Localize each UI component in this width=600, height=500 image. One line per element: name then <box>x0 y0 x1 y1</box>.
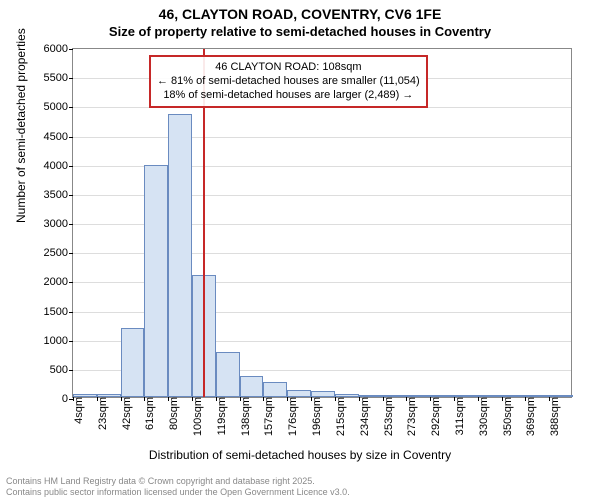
x-tick-label: 350sqm <box>502 397 514 436</box>
y-tick-label: 500 <box>50 364 68 376</box>
y-tick-mark <box>69 341 73 342</box>
footer-line1: Contains HM Land Registry data © Crown c… <box>6 476 350 487</box>
annotation-line1: 46 CLAYTON ROAD: 108sqm <box>157 61 420 75</box>
x-tick-label: 61sqm <box>144 397 156 430</box>
y-tick-label: 1000 <box>44 335 68 347</box>
histogram-bar <box>216 352 240 398</box>
histogram-bar <box>287 390 311 397</box>
y-tick-label: 3500 <box>44 189 68 201</box>
x-tick-label: 119sqm <box>216 397 228 435</box>
histogram-bar <box>144 165 168 397</box>
histogram-bar <box>263 382 287 397</box>
y-tick-mark <box>69 253 73 254</box>
y-tick-mark <box>69 49 73 50</box>
x-tick-label: 311sqm <box>454 397 466 435</box>
y-tick-label: 6000 <box>44 43 68 55</box>
x-tick-label: 292sqm <box>430 397 442 436</box>
y-tick-mark <box>69 195 73 196</box>
x-axis-label: Distribution of semi-detached houses by … <box>0 448 600 462</box>
chart-title-block: 46, CLAYTON ROAD, COVENTRY, CV6 1FE Size… <box>0 0 600 39</box>
x-tick-label: 330sqm <box>478 397 490 436</box>
y-tick-mark <box>69 166 73 167</box>
x-tick-label: 253sqm <box>383 397 395 436</box>
y-tick-mark <box>69 78 73 79</box>
plot-area: 0500100015002000250030003500400045005000… <box>72 48 572 398</box>
annotation-box: 46 CLAYTON ROAD: 108sqm← 81% of semi-det… <box>149 55 428 108</box>
y-tick-label: 5500 <box>44 72 68 84</box>
histogram-bar <box>240 376 264 397</box>
y-tick-label: 2500 <box>44 247 68 259</box>
chart-title-line2: Size of property relative to semi-detach… <box>0 24 600 39</box>
gridline <box>73 137 571 138</box>
y-axis-label: Number of semi-detached properties <box>14 28 28 223</box>
y-tick-mark <box>69 224 73 225</box>
y-tick-label: 0 <box>62 393 68 405</box>
y-tick-mark <box>69 107 73 108</box>
y-tick-mark <box>69 282 73 283</box>
histogram-bar <box>168 114 192 397</box>
y-tick-label: 5000 <box>44 101 68 113</box>
x-tick-label: 176sqm <box>287 397 299 436</box>
chart-title-line1: 46, CLAYTON ROAD, COVENTRY, CV6 1FE <box>0 6 600 22</box>
annotation-line3: 18% of semi-detached houses are larger (… <box>157 89 420 103</box>
x-tick-label: 4sqm <box>73 397 85 424</box>
y-tick-label: 4000 <box>44 160 68 172</box>
footer-line2: Contains public sector information licen… <box>6 487 350 498</box>
x-tick-label: 388sqm <box>549 397 561 436</box>
x-tick-label: 42sqm <box>121 397 133 430</box>
x-tick-label: 157sqm <box>263 397 275 436</box>
footer-attribution: Contains HM Land Registry data © Crown c… <box>6 476 350 498</box>
y-tick-mark <box>69 370 73 371</box>
x-tick-label: 273sqm <box>406 397 418 436</box>
x-tick-label: 80sqm <box>168 397 180 430</box>
x-tick-label: 100sqm <box>192 397 204 436</box>
x-tick-label: 369sqm <box>525 397 537 436</box>
x-tick-label: 138sqm <box>240 397 252 436</box>
x-tick-label: 196sqm <box>311 397 323 436</box>
y-tick-mark <box>69 312 73 313</box>
histogram-bar <box>121 328 145 397</box>
x-tick-label: 234sqm <box>359 397 371 436</box>
y-tick-label: 1500 <box>44 306 68 318</box>
y-tick-label: 3000 <box>44 218 68 230</box>
y-tick-mark <box>69 137 73 138</box>
y-tick-label: 2000 <box>44 276 68 288</box>
x-tick-label: 215sqm <box>335 397 347 436</box>
x-tick-label: 23sqm <box>97 397 109 430</box>
annotation-line2: ← 81% of semi-detached houses are smalle… <box>157 75 420 89</box>
y-tick-label: 4500 <box>44 131 68 143</box>
